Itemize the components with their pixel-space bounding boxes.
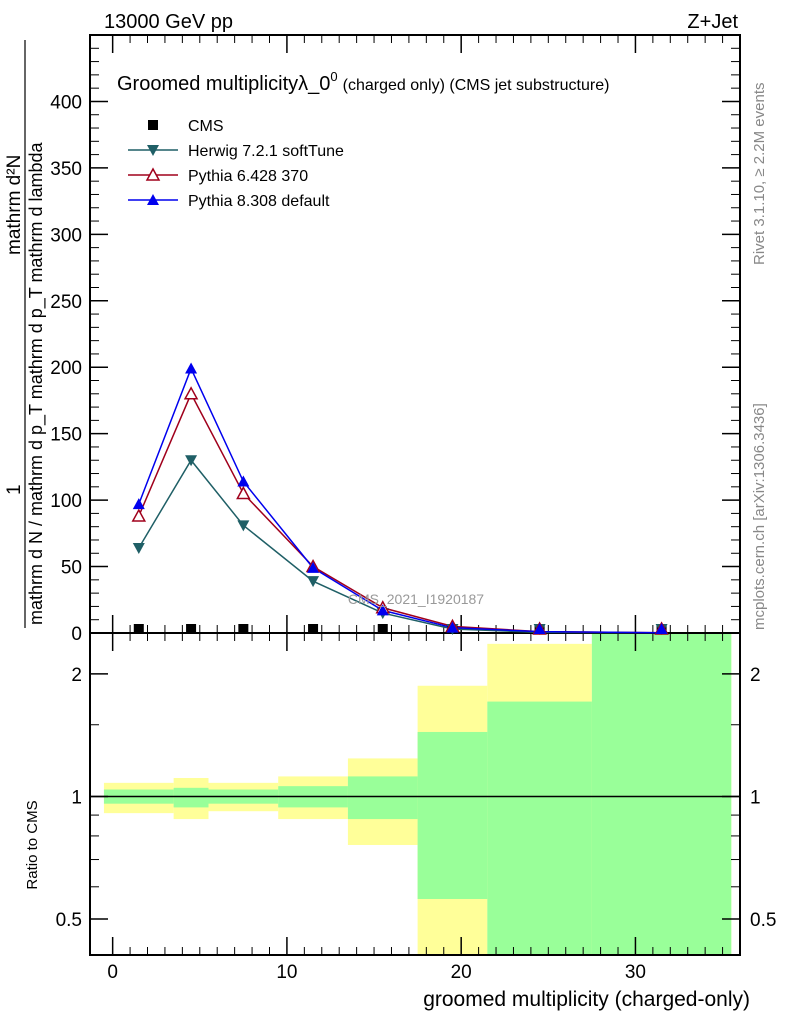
- y-tick-label: 300: [50, 225, 82, 246]
- inner-band-bin: [347, 776, 418, 820]
- py8-point: [376, 604, 389, 616]
- cms-point: [238, 624, 249, 634]
- herwig-line: [138, 458, 662, 634]
- legend-marker-py6: [145, 167, 161, 181]
- legend-marker-herwig: [147, 145, 159, 156]
- py8-point: [237, 475, 250, 487]
- x-tick-label: 10: [276, 962, 297, 983]
- y-tick-label: 0: [71, 624, 82, 645]
- ratio-y-tick-label-right: 0.5: [750, 910, 776, 931]
- process-label: Z+Jet: [687, 11, 738, 33]
- py6-point: [236, 485, 251, 500]
- ratio-y-tick-label-right: 2: [750, 665, 761, 686]
- py8-point: [132, 498, 145, 510]
- ratio-y-tick-label: 2: [71, 665, 82, 686]
- legend-label-py6: Pythia 6.428 370: [188, 168, 308, 185]
- inner-band-bin: [487, 701, 592, 955]
- py8-point: [446, 621, 459, 633]
- mcplots-label: mcplots.cern.ch [arXiv:1306.3436]: [751, 403, 768, 630]
- legend-marker-cms: [148, 120, 158, 130]
- x-tick-label: 0: [107, 962, 118, 983]
- ylabel-one: 1: [4, 484, 25, 495]
- y-tick-label: 400: [50, 92, 82, 113]
- py8-point: [533, 623, 546, 634]
- y-tick-label: 250: [50, 292, 82, 313]
- herwig-point: [237, 520, 250, 532]
- rivet-label: Rivet 3.1.10, ≥ 2.2M events: [751, 83, 768, 266]
- energy-label: 13000 GeV pp: [104, 11, 233, 33]
- x-tick-label: 30: [625, 962, 646, 983]
- cms-point: [133, 624, 144, 634]
- analysis-watermark: CMS_2021_I1920187: [348, 591, 484, 607]
- ratio-frame: [89, 632, 741, 956]
- ylabel-denominator: mathrm d N / mathrm d p_T mathrm d p_T m…: [26, 142, 47, 625]
- plot-title: Groomed multiplicityλ_00(charged only) (…: [117, 69, 609, 95]
- inner-band-bin: [417, 731, 488, 899]
- herwig-point: [132, 542, 145, 554]
- ylabel-numerator: mathrm d²N: [4, 155, 25, 255]
- py6-point: [131, 508, 147, 522]
- legend-marker-py8: [147, 194, 159, 205]
- legend: CMS Herwig 7.2.1 softTune Pythia 6.428 370…: [128, 118, 344, 210]
- py8-line: [138, 366, 662, 634]
- y-tick-label: 50: [61, 558, 82, 579]
- ratio-y-tick-label-right: 1: [750, 787, 761, 808]
- ratio-y-tick-label: 0.5: [56, 910, 82, 931]
- y-tick-label: 200: [50, 358, 82, 379]
- cms-point: [186, 624, 197, 634]
- x-tick-label: 20: [451, 962, 472, 983]
- legend-label-herwig: Herwig 7.2.1 softTune: [188, 143, 344, 160]
- inner-band-bin: [591, 633, 732, 955]
- herwig-point: [185, 455, 198, 467]
- x-axis-label: groomed multiplicity (charged-only): [423, 988, 750, 1011]
- y-tick-label: 350: [50, 159, 82, 180]
- inner-band-bin: [173, 787, 209, 808]
- legend-label-cms: CMS: [188, 118, 224, 135]
- py6-point: [183, 386, 199, 400]
- py8-point: [655, 623, 668, 634]
- herwig-point: [307, 576, 320, 588]
- ratio-y-tick-label: 1: [71, 787, 82, 808]
- py8-point: [307, 561, 320, 573]
- cms-point: [308, 624, 319, 634]
- py8-point: [185, 362, 198, 374]
- legend-label-py8: Pythia 8.308 default: [188, 193, 330, 210]
- y-tick-label: 150: [50, 425, 82, 446]
- y-tick-label: 100: [50, 491, 82, 512]
- cms-point: [377, 624, 388, 634]
- ratio-ylabel: Ratio to CMS: [24, 800, 41, 889]
